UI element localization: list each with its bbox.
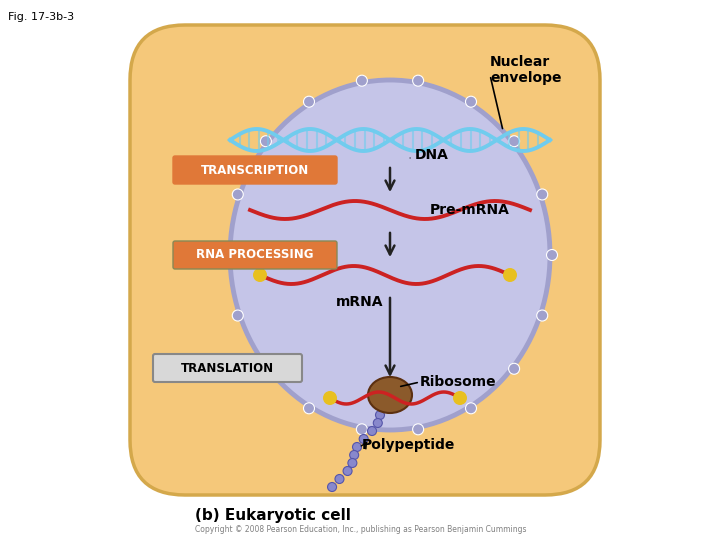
FancyBboxPatch shape [130, 25, 600, 495]
Circle shape [304, 96, 315, 107]
Circle shape [503, 268, 517, 282]
Circle shape [356, 424, 367, 435]
Circle shape [343, 467, 352, 476]
FancyBboxPatch shape [173, 156, 337, 184]
Circle shape [373, 418, 382, 428]
Circle shape [222, 249, 233, 260]
FancyBboxPatch shape [153, 354, 302, 382]
Circle shape [359, 435, 368, 443]
Circle shape [233, 310, 243, 321]
Text: Copyright © 2008 Pearson Education, Inc., publishing as Pearson Benjamin Cumming: Copyright © 2008 Pearson Education, Inc.… [195, 525, 526, 534]
Circle shape [335, 475, 344, 483]
Text: (b) Eukaryotic cell: (b) Eukaryotic cell [195, 508, 351, 523]
Text: Pre-mRNA: Pre-mRNA [430, 203, 510, 217]
Circle shape [466, 96, 477, 107]
Circle shape [261, 363, 271, 374]
Circle shape [367, 427, 377, 435]
Circle shape [413, 75, 423, 86]
Text: mRNA: mRNA [336, 295, 384, 309]
Text: Ribosome: Ribosome [420, 375, 497, 389]
Circle shape [348, 458, 357, 468]
Text: Fig. 17-3b-3: Fig. 17-3b-3 [8, 12, 74, 22]
Circle shape [546, 249, 557, 260]
Circle shape [253, 268, 267, 282]
Text: Nuclear
envelope: Nuclear envelope [490, 55, 562, 85]
Circle shape [261, 136, 271, 147]
Text: TRANSLATION: TRANSLATION [181, 361, 274, 375]
FancyBboxPatch shape [173, 241, 337, 269]
Text: Polypeptide: Polypeptide [362, 438, 455, 452]
Text: RNA PROCESSING: RNA PROCESSING [197, 248, 314, 261]
Circle shape [466, 403, 477, 414]
Ellipse shape [368, 377, 412, 413]
Circle shape [356, 75, 367, 86]
Circle shape [304, 403, 315, 414]
Ellipse shape [230, 80, 550, 430]
Text: TRANSCRIPTION: TRANSCRIPTION [201, 164, 309, 177]
Circle shape [328, 483, 336, 491]
Circle shape [508, 136, 520, 147]
Circle shape [323, 391, 337, 405]
Circle shape [233, 189, 243, 200]
Circle shape [536, 189, 548, 200]
Circle shape [453, 391, 467, 405]
Circle shape [413, 424, 423, 435]
Text: DNA: DNA [415, 148, 449, 162]
Circle shape [536, 310, 548, 321]
Circle shape [508, 363, 520, 374]
Circle shape [376, 410, 384, 420]
Circle shape [350, 450, 359, 460]
Circle shape [353, 442, 361, 451]
